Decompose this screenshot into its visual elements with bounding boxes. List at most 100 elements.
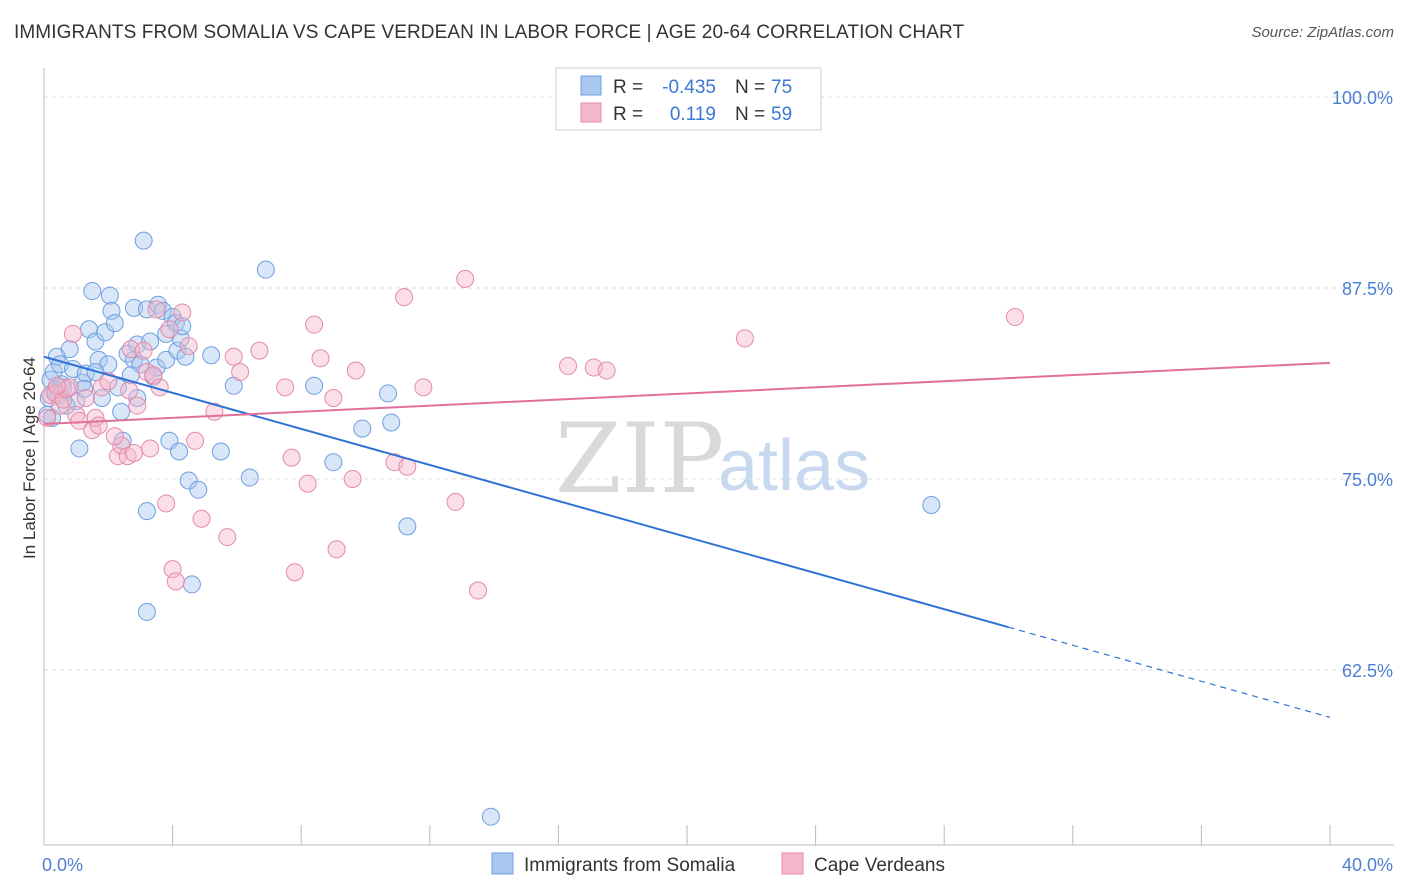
data-point [182, 575, 201, 594]
data-point [96, 323, 115, 342]
legend-n-value: 59 [771, 104, 792, 125]
data-point [92, 389, 111, 408]
trend-line-somalia-extension [1008, 626, 1331, 718]
data-point [120, 381, 139, 400]
watermark: ZIP atlas [555, 403, 870, 515]
data-point [256, 260, 275, 279]
legend-r-label: R = [613, 104, 643, 125]
data-point [456, 269, 475, 288]
data-point [60, 340, 79, 359]
data-point [211, 442, 230, 461]
data-point [141, 439, 160, 458]
data-point [379, 384, 398, 403]
watermark-atlas: atlas [718, 426, 870, 506]
data-point [137, 300, 156, 319]
data-point [218, 528, 237, 547]
data-point [47, 376, 66, 395]
legend-swatch-somalia [580, 75, 602, 96]
data-point [160, 320, 179, 339]
data-point [134, 231, 153, 250]
data-point [735, 329, 754, 348]
data-point [189, 480, 208, 499]
data-point [137, 602, 156, 621]
data-point [121, 340, 140, 359]
chart-title: IMMIGRANTS FROM SOMALIA VS CAPE VERDEAN … [14, 22, 965, 43]
data-point [70, 439, 89, 458]
data-point [202, 346, 221, 365]
data-point [134, 341, 153, 360]
data-point [176, 347, 195, 366]
data-point [276, 378, 295, 397]
y-tick-label: 62.5% [1342, 661, 1393, 681]
data-point [112, 402, 131, 421]
bottom-legend-swatch-somalia [491, 852, 514, 875]
data-point [469, 581, 488, 600]
data-point [298, 474, 317, 493]
data-point [324, 453, 343, 472]
x-tick-label: 0.0% [42, 855, 83, 875]
data-point [105, 314, 124, 333]
legend-n-value: 75 [771, 77, 792, 98]
bottom-legend-swatch-cape-verdean [781, 852, 804, 875]
legend-r-value: -0.435 [662, 77, 716, 98]
data-point [395, 288, 414, 307]
legend-n-label: N = [735, 77, 765, 98]
data-point [166, 572, 185, 591]
data-point [153, 301, 172, 320]
series-cape-verdean-points [38, 269, 1024, 600]
data-point [311, 349, 330, 368]
top-legend: R = -0.435 N = 75 R = 0.119 N = 59 [555, 67, 822, 131]
data-point [170, 442, 189, 461]
data-point [414, 378, 433, 397]
data-point [192, 509, 211, 528]
trend-lines [43, 355, 1331, 718]
trend-line-somalia [43, 355, 1009, 629]
data-point [250, 341, 269, 360]
data-point [86, 332, 105, 351]
data-point [481, 807, 500, 826]
data-point [240, 468, 259, 487]
data-point [57, 379, 76, 398]
data-point [398, 517, 417, 536]
data-point [305, 315, 324, 334]
data-point [179, 471, 198, 490]
x-tick-label: 40.0% [1342, 855, 1393, 875]
y-tick-label: 75.0% [1342, 470, 1393, 490]
data-point [141, 332, 160, 351]
data-point [224, 347, 243, 366]
data-point [597, 361, 616, 380]
data-point [1005, 308, 1024, 327]
source-label: Source: ZipAtlas.com [1251, 24, 1394, 41]
series-somalia-points [38, 231, 941, 826]
data-point [63, 324, 82, 343]
data-point [343, 470, 362, 488]
data-point [282, 448, 301, 467]
data-point [137, 502, 156, 521]
bottom-legend-label-cape-verdean: Cape Verdeans [814, 855, 945, 876]
data-point [324, 389, 343, 408]
data-point [305, 376, 324, 395]
data-point [922, 495, 941, 514]
data-point [559, 356, 578, 375]
data-point [157, 494, 176, 513]
watermark-zip: ZIP [555, 403, 724, 515]
data-point [125, 298, 144, 317]
data-point [353, 419, 372, 438]
y-tick-label: 87.5% [1342, 279, 1393, 299]
data-point [179, 337, 198, 356]
data-point [83, 282, 102, 301]
y-tick-labels: 62.5% 75.0% 87.5% 100.0% [1332, 88, 1393, 681]
x-tick-labels: 0.0% 40.0% [42, 855, 1393, 875]
data-point [285, 563, 304, 582]
data-point [346, 361, 365, 380]
data-point [89, 416, 108, 435]
data-point [108, 378, 127, 397]
y-tick-label: 100.0% [1332, 88, 1393, 108]
data-point [105, 427, 124, 446]
data-point [38, 408, 57, 427]
legend-r-label: R = [613, 77, 643, 98]
grid-lines [44, 96, 1394, 671]
data-point [382, 413, 401, 432]
legend-r-value: 0.119 [670, 104, 716, 125]
